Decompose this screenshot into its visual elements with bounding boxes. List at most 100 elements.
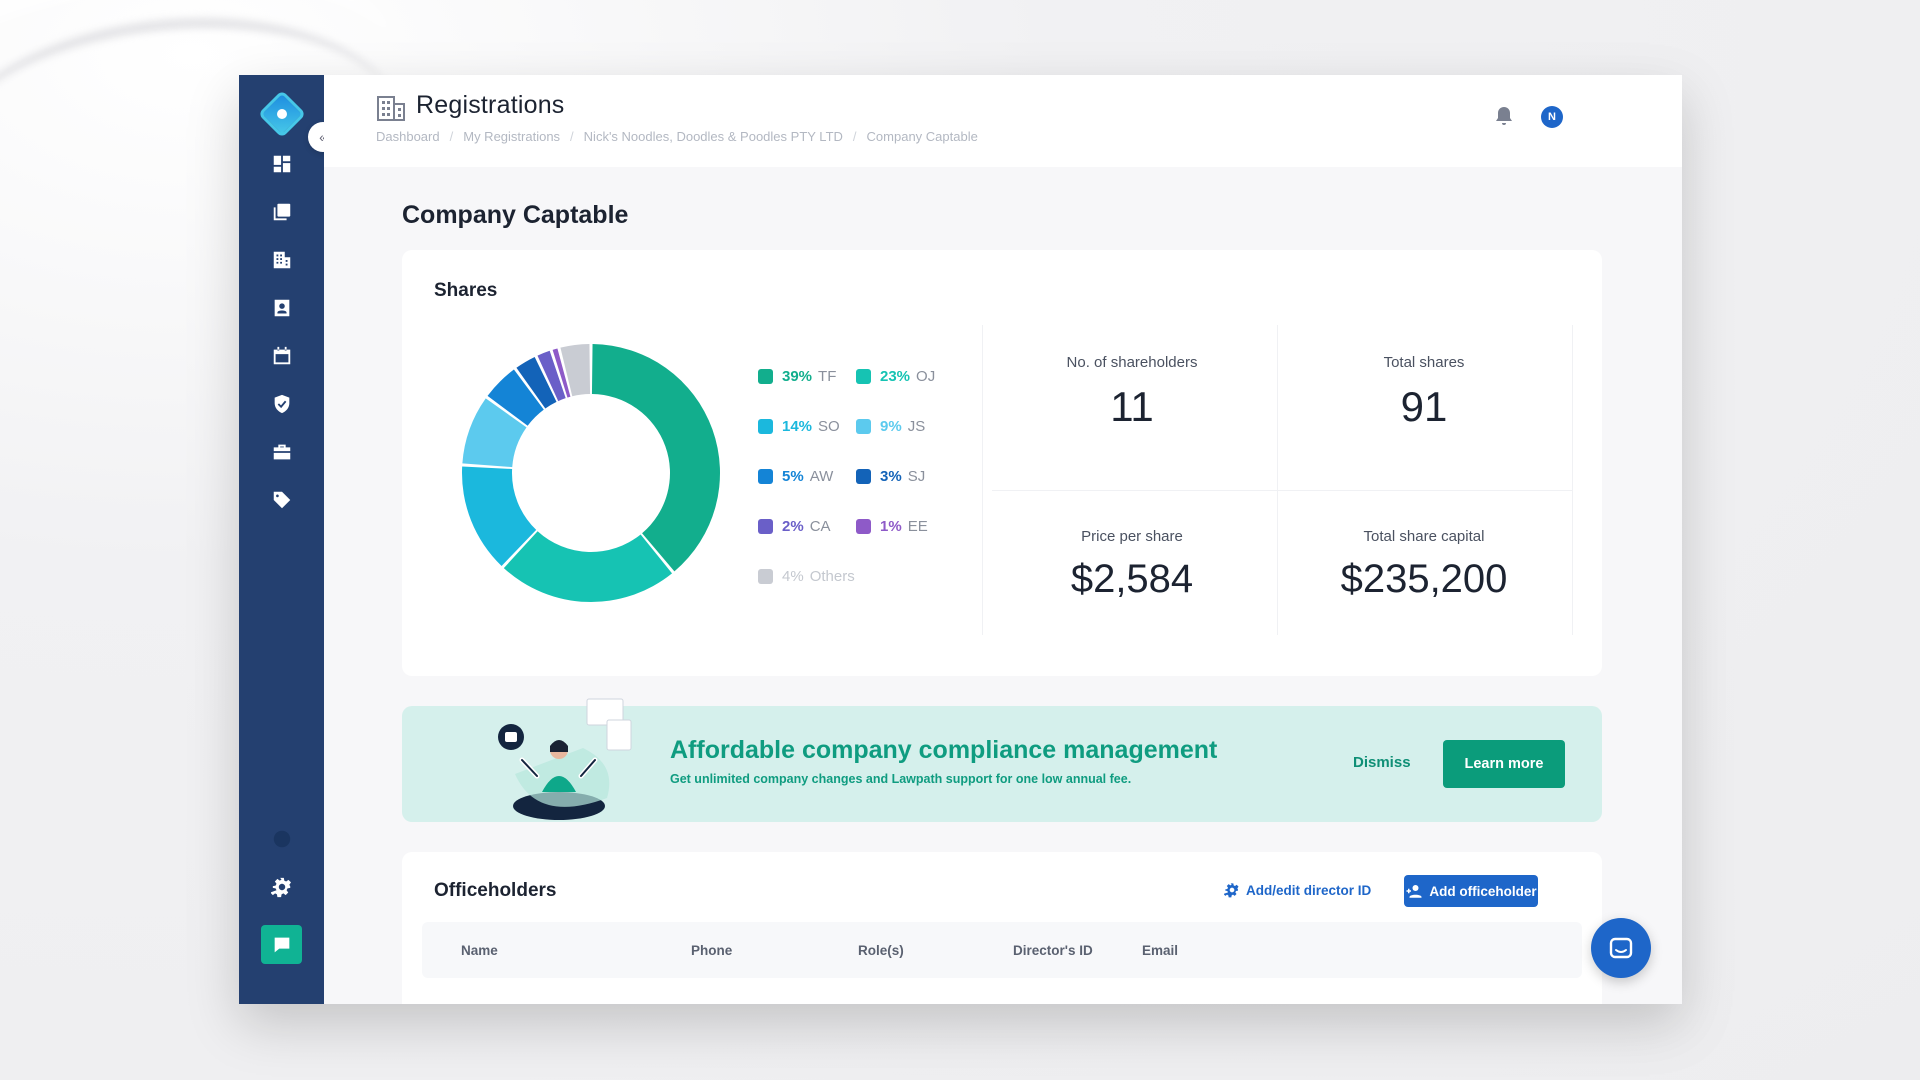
legend-percent: 39% <box>782 368 813 385</box>
donut-slice-js[interactable] <box>462 398 527 468</box>
topbar: Registrations Dashboard / My Registratio… <box>324 75 1682 167</box>
legend-code: SO <box>818 418 840 435</box>
legend-swatch <box>758 519 773 534</box>
calendar-icon[interactable] <box>239 339 324 373</box>
column-header-name[interactable]: Name <box>461 943 498 958</box>
stat-value: 91 <box>1400 383 1448 430</box>
building-icon <box>377 96 405 121</box>
column-header-phone[interactable]: Phone <box>691 943 733 958</box>
donut-slice-sj[interactable] <box>516 356 557 409</box>
support-button[interactable] <box>261 925 302 964</box>
contact-icon[interactable] <box>239 291 324 325</box>
breadcrumb-company[interactable]: Nick's Noodles, Doodles & Poodles PTY LT… <box>583 129 843 144</box>
stat-price-per-share: Price per share $2,584 <box>992 528 1272 602</box>
donut-slice-ee[interactable] <box>552 348 571 398</box>
legend-percent: 5% <box>782 468 804 485</box>
legend-code: OJ <box>916 368 936 385</box>
documents-icon[interactable] <box>239 195 324 229</box>
legend-item-tf: 39% TF <box>758 368 836 385</box>
legend-swatch <box>758 569 773 584</box>
legend-percent: 2% <box>782 518 804 535</box>
stat-label: Total shares <box>1383 354 1465 371</box>
gear-icon[interactable] <box>239 870 324 904</box>
info-icon[interactable] <box>239 822 324 856</box>
shares-donut-chart <box>462 344 720 602</box>
chat-support-icon <box>274 937 289 952</box>
chat-icon <box>1609 937 1633 959</box>
legend-swatch <box>758 419 773 434</box>
banner-subtitle: Get unlimited company changes and Lawpat… <box>670 772 1132 786</box>
stat-label: No. of shareholders <box>1066 354 1198 371</box>
briefcase-icon[interactable] <box>239 435 324 469</box>
app-window: « Registrations Dashboard / My Registrat… <box>239 75 1682 1004</box>
legend-item-oj: 23% OJ <box>856 368 935 385</box>
donut-slice-tf[interactable] <box>591 344 720 572</box>
legend-code: AW <box>809 468 834 485</box>
building-icon[interactable] <box>239 243 324 277</box>
lawpath-logo[interactable] <box>257 89 307 139</box>
officeholders-card: Officeholders Add/edit director ID Add o… <box>402 852 1602 1004</box>
breadcrumb-dashboard[interactable]: Dashboard <box>376 129 440 144</box>
divider <box>1572 325 1573 635</box>
add-edit-director-id-button[interactable]: Add/edit director ID <box>1224 882 1371 898</box>
legend-percent: 23% <box>880 368 911 385</box>
legend-item-sj: 3% SJ <box>856 468 925 485</box>
breadcrumb-current: Company Captable <box>866 129 978 144</box>
donut-slice-oj[interactable] <box>503 531 673 602</box>
compliance-promo-banner: Affordable company compliance management… <box>402 698 1602 822</box>
sidebar <box>239 75 324 1004</box>
legend-percent: 14% <box>782 418 813 435</box>
page-title: Company Captable <box>402 201 629 229</box>
shield-icon[interactable] <box>239 387 324 421</box>
tag-icon[interactable] <box>239 483 324 517</box>
legend-item-others: 4% Others <box>758 568 855 585</box>
bell-icon[interactable] <box>1494 105 1514 127</box>
legend-swatch <box>856 419 871 434</box>
legend-item-so: 14% SO <box>758 418 840 435</box>
meditating-person-illustration <box>498 698 632 820</box>
donut-slice-so[interactable] <box>462 466 537 566</box>
legend-code: CA <box>809 518 831 535</box>
legend-swatch <box>856 369 871 384</box>
stat-label: Total share capital <box>1363 528 1485 545</box>
banner-title: Affordable company compliance management <box>670 736 1218 764</box>
dashboard-icon[interactable] <box>239 147 324 181</box>
legend-item-aw: 5% AW <box>758 468 833 485</box>
legend-percent: 4% <box>782 568 804 585</box>
legend-percent: 1% <box>880 518 902 535</box>
column-header-email[interactable]: Email <box>1142 943 1179 958</box>
legend-percent: 3% <box>880 468 902 485</box>
add-officeholder-button[interactable]: Add officeholder <box>1404 875 1538 907</box>
stat-value: $235,200 <box>1340 557 1508 601</box>
donut-slice-others[interactable] <box>560 344 591 397</box>
legend-swatch <box>758 369 773 384</box>
stat-total-share-capital: Total share capital $235,200 <box>1284 528 1564 602</box>
donut-slice-aw[interactable] <box>487 369 544 426</box>
divider <box>982 325 983 635</box>
stat-total-shares: Total shares 91 <box>1284 354 1564 431</box>
gear-icon <box>1224 883 1239 898</box>
add-user-icon <box>1406 885 1422 898</box>
legend-item-ca: 2% CA <box>758 518 831 535</box>
donut-slice-ca[interactable] <box>537 350 566 402</box>
stat-value: 11 <box>1110 383 1154 430</box>
legend-item-js: 9% JS <box>856 418 925 435</box>
column-header-directors-id[interactable]: Director's ID <box>1013 943 1093 958</box>
chat-launcher-button[interactable] <box>1591 918 1651 978</box>
breadcrumb-my-registrations[interactable]: My Registrations <box>463 129 561 144</box>
legend-code: Others <box>809 568 855 585</box>
legend-code: SJ <box>907 468 926 485</box>
legend-item-ee: 1% EE <box>856 518 928 535</box>
legend-percent: 9% <box>880 418 902 435</box>
column-header-roles[interactable]: Role(s) <box>858 943 904 958</box>
avatar[interactable]: N <box>1541 106 1563 128</box>
legend-code: TF <box>818 368 837 385</box>
dismiss-button[interactable]: Dismiss <box>1353 754 1411 771</box>
legend-code: EE <box>907 518 928 535</box>
legend-swatch <box>856 469 871 484</box>
learn-more-button[interactable]: Learn more <box>1443 740 1565 788</box>
page-header-title: Registrations <box>416 91 565 119</box>
shares-card: Shares 39% TF 23% OJ 14% SO 9% JS 5% AW 3% SJ 2% CA 1%… <box>402 250 1602 676</box>
officeholders-title: Officeholders <box>434 880 557 901</box>
divider <box>1277 325 1278 635</box>
